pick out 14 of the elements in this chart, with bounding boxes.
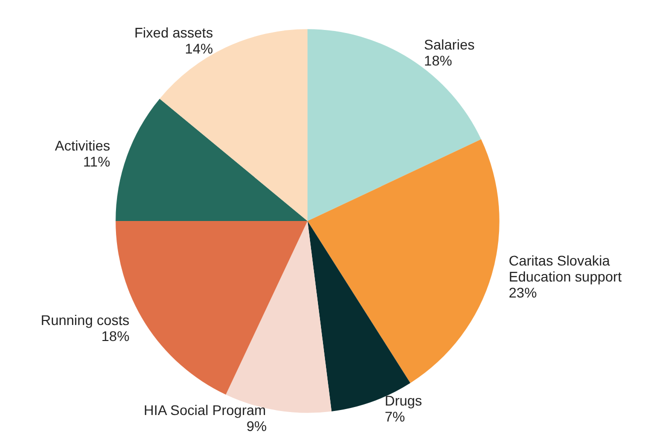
data-label: 23% (508, 284, 537, 301)
slice-label: Salaries (424, 36, 475, 53)
data-label: 7% (384, 408, 405, 425)
slice-label: Activities (54, 137, 110, 154)
data-label: 18% (424, 52, 452, 69)
data-label: 9% (246, 418, 267, 434)
slice-label: Running costs (40, 312, 130, 328)
data-label: 14% (184, 40, 213, 57)
slice-label: Fixed assets (134, 24, 213, 41)
slice-label: Caritas Slovakia Education support (508, 252, 622, 285)
slice-label: HIA Social Program (144, 402, 266, 418)
data-label: 18% (101, 328, 130, 344)
data-label: 11% (83, 153, 110, 170)
slice-label: Drugs (384, 392, 422, 409)
